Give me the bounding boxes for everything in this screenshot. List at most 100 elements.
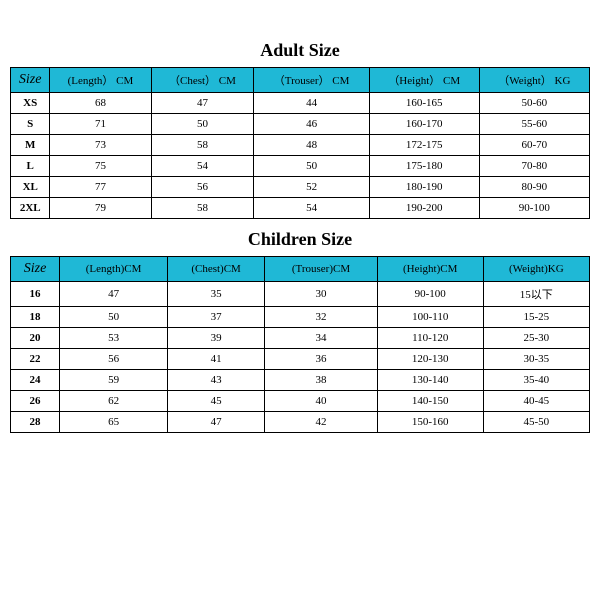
table-cell: 110-120 [377, 328, 483, 349]
table-row: 20533934110-12025-30 [11, 328, 590, 349]
table-cell: 150-160 [377, 412, 483, 433]
table-cell: 50 [254, 156, 369, 177]
table-cell: L [11, 156, 50, 177]
table-cell: 36 [265, 349, 378, 370]
table-cell: 15-25 [483, 307, 589, 328]
table-cell: M [11, 135, 50, 156]
table-cell: 120-130 [377, 349, 483, 370]
table-cell: 71 [50, 114, 151, 135]
table-cell: 58 [151, 198, 254, 219]
table-cell: 45-50 [483, 412, 589, 433]
table-cell: 40 [265, 391, 378, 412]
table-cell: 22 [11, 349, 60, 370]
adult-col-size: Size [11, 68, 50, 93]
table-cell: 24 [11, 370, 60, 391]
table-row: 28654742150-16045-50 [11, 412, 590, 433]
children-size-table: Size (Length)CM (Chest)CM (Trouser)CM (H… [10, 256, 590, 433]
table-cell: XS [11, 93, 50, 114]
table-row: 2XL795854190-20090-100 [11, 198, 590, 219]
table-cell: 39 [168, 328, 265, 349]
children-header-row: Size (Length)CM (Chest)CM (Trouser)CM (H… [11, 257, 590, 282]
table-cell: 25-30 [483, 328, 589, 349]
table-cell: 50-60 [479, 93, 589, 114]
table-cell: 37 [168, 307, 265, 328]
adult-table-body: XS684744160-16550-60S715046160-17055-60M… [11, 93, 590, 219]
table-cell: 42 [265, 412, 378, 433]
table-cell: 2XL [11, 198, 50, 219]
table-cell: 43 [168, 370, 265, 391]
table-cell: 47 [168, 412, 265, 433]
table-row: 22564136120-13030-35 [11, 349, 590, 370]
adult-header-row: Size (Length） CM （Chest） CM （Trouser） CM… [11, 68, 590, 93]
table-cell: 56 [60, 349, 168, 370]
table-row: 1647353090-10015以下 [11, 282, 590, 307]
table-cell: XL [11, 177, 50, 198]
table-row: L755450175-18070-80 [11, 156, 590, 177]
table-cell: 53 [60, 328, 168, 349]
table-row: 24594338130-14035-40 [11, 370, 590, 391]
table-cell: 59 [60, 370, 168, 391]
table-cell: 40-45 [483, 391, 589, 412]
table-cell: 190-200 [369, 198, 479, 219]
table-cell: 175-180 [369, 156, 479, 177]
table-cell: 18 [11, 307, 60, 328]
children-col-length: (Length)CM [60, 257, 168, 282]
table-cell: 79 [50, 198, 151, 219]
table-cell: 41 [168, 349, 265, 370]
children-col-trouser: (Trouser)CM [265, 257, 378, 282]
table-cell: 100-110 [377, 307, 483, 328]
table-cell: 55-60 [479, 114, 589, 135]
adult-col-chest: （Chest） CM [151, 68, 254, 93]
table-cell: 52 [254, 177, 369, 198]
children-col-size: Size [11, 257, 60, 282]
table-cell: 28 [11, 412, 60, 433]
table-row: S715046160-17055-60 [11, 114, 590, 135]
table-cell: 80-90 [479, 177, 589, 198]
table-row: XS684744160-16550-60 [11, 93, 590, 114]
table-cell: 54 [151, 156, 254, 177]
table-cell: 32 [265, 307, 378, 328]
table-cell: 35 [168, 282, 265, 307]
table-cell: 45 [168, 391, 265, 412]
adult-col-height: （Height） CM [369, 68, 479, 93]
table-cell: 38 [265, 370, 378, 391]
children-col-chest: (Chest)CM [168, 257, 265, 282]
table-cell: 35-40 [483, 370, 589, 391]
table-cell: 48 [254, 135, 369, 156]
table-cell: 54 [254, 198, 369, 219]
adult-col-trouser: （Trouser） CM [254, 68, 369, 93]
table-cell: 65 [60, 412, 168, 433]
table-cell: 30 [265, 282, 378, 307]
table-cell: 75 [50, 156, 151, 177]
table-cell: 56 [151, 177, 254, 198]
table-cell: 34 [265, 328, 378, 349]
table-cell: 160-165 [369, 93, 479, 114]
table-cell: 172-175 [369, 135, 479, 156]
table-cell: 30-35 [483, 349, 589, 370]
table-cell: 70-80 [479, 156, 589, 177]
table-cell: S [11, 114, 50, 135]
children-size-title: Children Size [10, 229, 590, 250]
children-col-height: (Height)CM [377, 257, 483, 282]
table-cell: 44 [254, 93, 369, 114]
table-row: 18503732100-11015-25 [11, 307, 590, 328]
table-cell: 140-150 [377, 391, 483, 412]
table-cell: 16 [11, 282, 60, 307]
table-row: M735848172-17560-70 [11, 135, 590, 156]
table-cell: 26 [11, 391, 60, 412]
table-cell: 77 [50, 177, 151, 198]
table-cell: 50 [60, 307, 168, 328]
table-cell: 90-100 [377, 282, 483, 307]
table-cell: 15以下 [483, 282, 589, 307]
table-cell: 68 [50, 93, 151, 114]
adult-size-table: Size (Length） CM （Chest） CM （Trouser） CM… [10, 67, 590, 219]
table-cell: 62 [60, 391, 168, 412]
table-cell: 20 [11, 328, 60, 349]
children-col-weight: (Weight)KG [483, 257, 589, 282]
table-cell: 90-100 [479, 198, 589, 219]
table-cell: 73 [50, 135, 151, 156]
table-cell: 160-170 [369, 114, 479, 135]
table-cell: 180-190 [369, 177, 479, 198]
table-cell: 130-140 [377, 370, 483, 391]
table-cell: 50 [151, 114, 254, 135]
